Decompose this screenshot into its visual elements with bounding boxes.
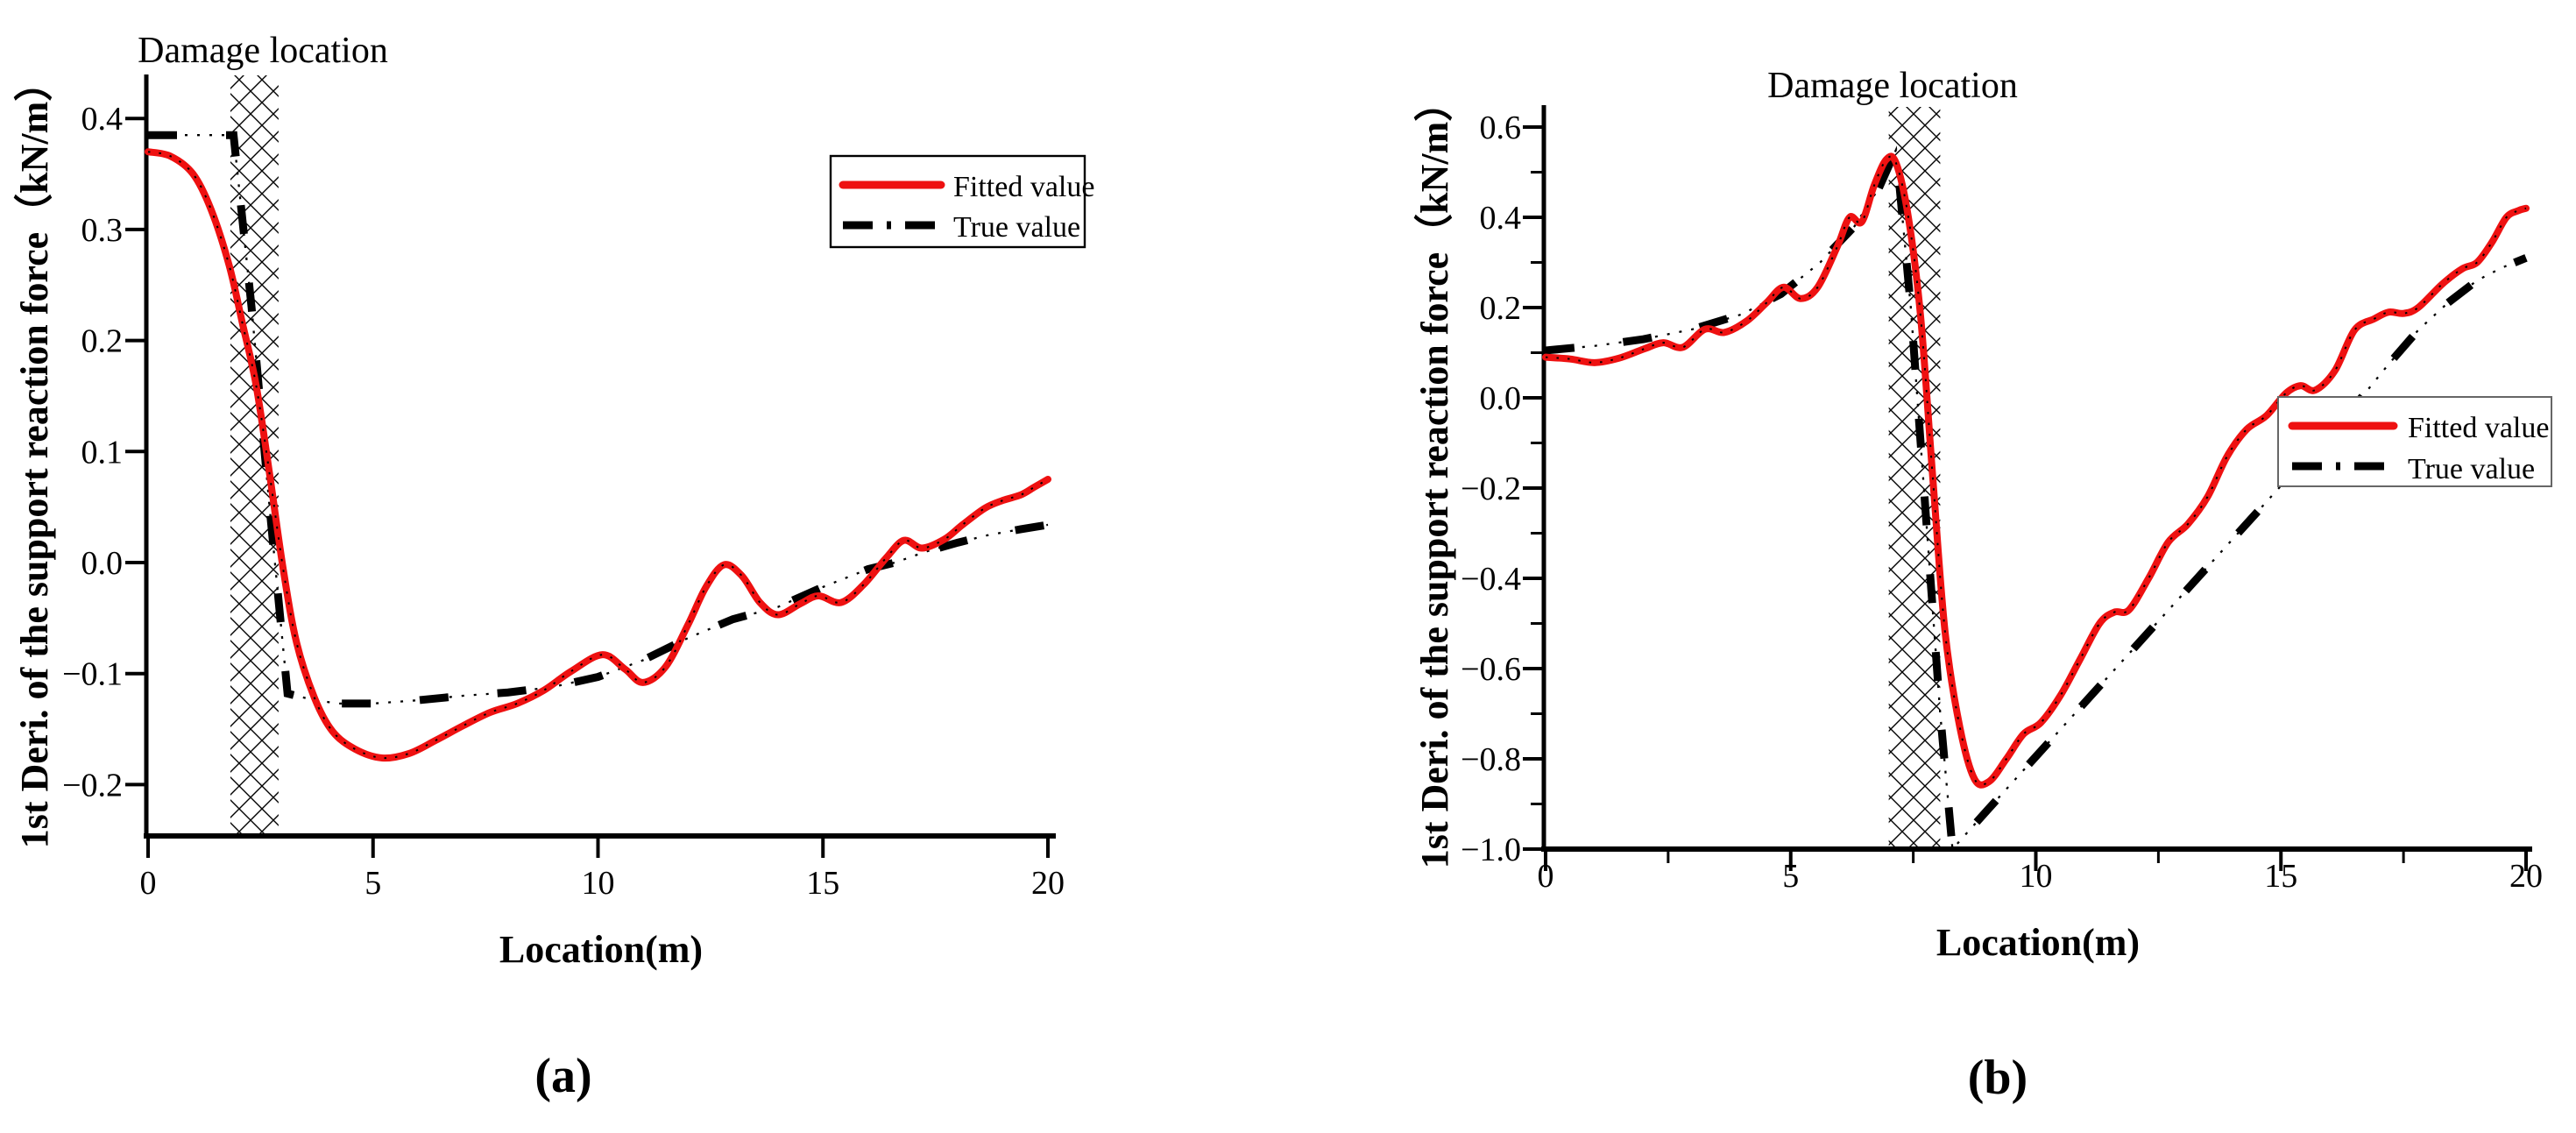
x-tick-label: 0 — [140, 865, 157, 902]
true-value-dotted-line — [1545, 145, 2527, 852]
panel-b-damage-label: Damage location — [1767, 66, 2018, 106]
damage-band — [230, 75, 279, 834]
x-tick-label: 20 — [2509, 858, 2543, 895]
x-tick-label: 15 — [806, 865, 839, 902]
panel-a-label: (a) — [534, 1049, 591, 1103]
y-tick-label: 0.4 — [1480, 200, 1522, 237]
x-tick-label: 5 — [1782, 858, 1799, 895]
panel-b-legend-true-label: True value — [2408, 453, 2535, 485]
fitted-value-dotted-overlay — [1545, 155, 2527, 786]
y-tick-label: −0.2 — [1461, 471, 1521, 507]
panel-b-label: (b) — [1968, 1051, 2028, 1105]
y-tick-label: 0.0 — [1480, 380, 1522, 417]
panel-a-legend-fitted-label: Fitted value — [953, 171, 1094, 203]
x-tick-label: 10 — [2020, 858, 2053, 895]
panel-a-x-axis-title: Location(m) — [499, 928, 703, 971]
panel-b-y-axis-title: 1st Deri. of the support reaction force（… — [1413, 83, 1456, 869]
panel-a-y-axis-title: 1st Deri. of the support reaction force（… — [13, 63, 56, 849]
legend-box — [829, 154, 1086, 249]
y-tick-label: −0.6 — [1461, 651, 1521, 688]
y-tick-label: 0.2 — [81, 323, 124, 360]
y-tick-label: 0.0 — [81, 545, 124, 582]
panel-b-legend-fitted-label: Fitted value — [2408, 412, 2549, 444]
y-tick-label: 0.3 — [81, 212, 124, 249]
true-value-line — [148, 131, 1049, 708]
true-value-line — [1545, 134, 2528, 859]
y-tick-label: −0.8 — [1461, 741, 1521, 778]
y-tick-label: −0.1 — [62, 656, 123, 693]
y-tick-label: 0.4 — [81, 101, 124, 138]
y-tick-label: −0.2 — [62, 767, 123, 804]
x-tick-label: 15 — [2264, 858, 2297, 895]
panel-b-x-axis-title: Location(m) — [1936, 921, 2140, 964]
x-tick-label: 10 — [582, 865, 615, 902]
fitted-value-dotted-overlay — [147, 151, 1049, 760]
y-tick-label: 0.2 — [1480, 290, 1522, 327]
x-tick-label: 0 — [1538, 858, 1554, 895]
y-tick-label: −1.0 — [1461, 832, 1521, 868]
y-tick-label: −0.4 — [1461, 561, 1521, 598]
legend-box — [2277, 396, 2552, 487]
panel-a-legend-true-label: True value — [953, 211, 1080, 244]
x-tick-label: 5 — [364, 865, 381, 902]
panel-a-damage-label: Damage location — [138, 31, 388, 71]
y-tick-label: 0.1 — [81, 434, 124, 471]
y-tick-label: 0.6 — [1480, 110, 1522, 146]
x-tick-label: 20 — [1031, 865, 1065, 902]
